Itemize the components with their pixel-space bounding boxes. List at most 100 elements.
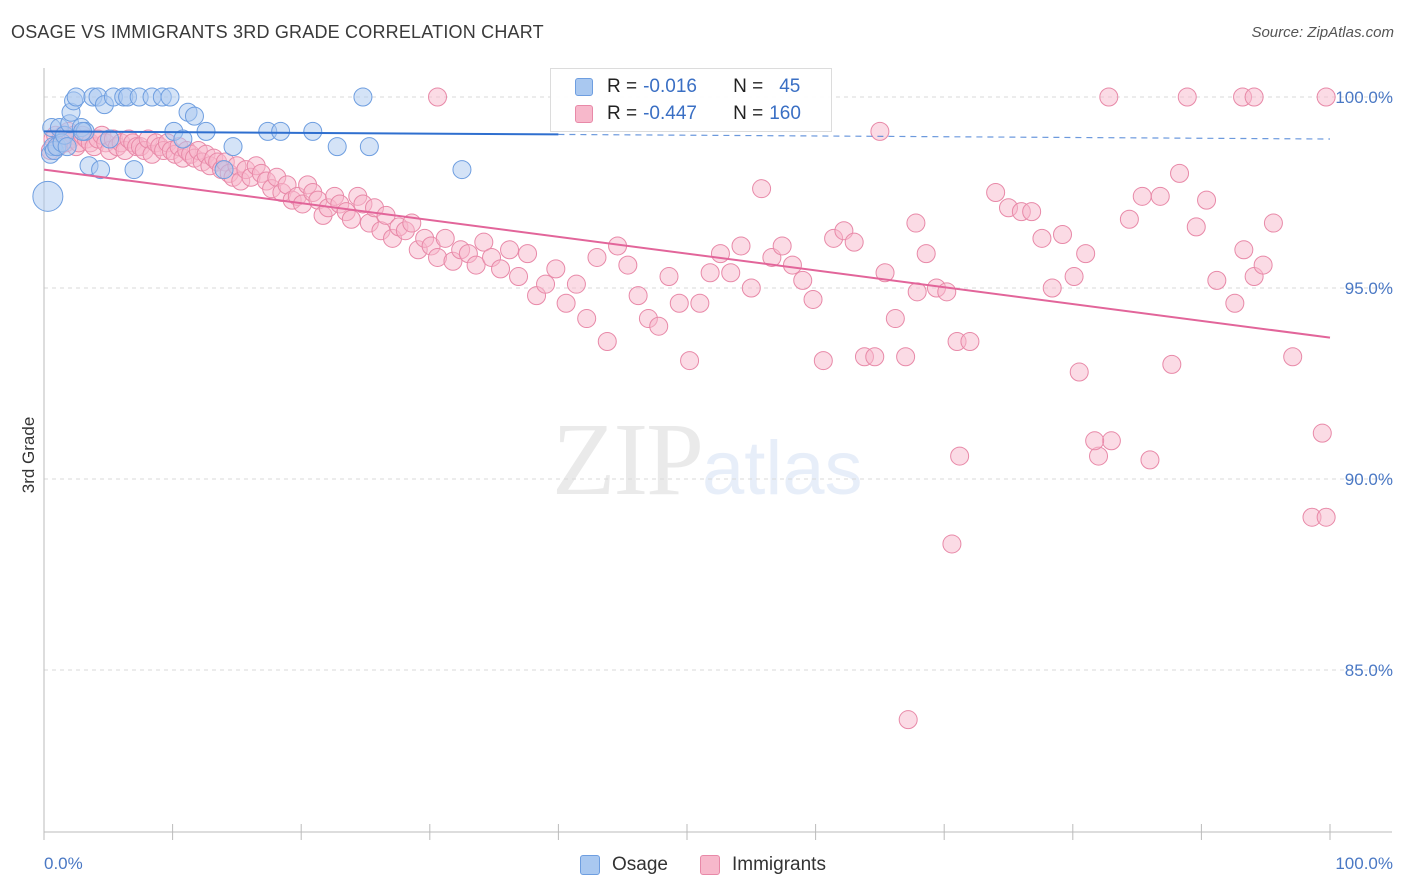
immigrants-point [1076,244,1096,264]
immigrants-point [1022,202,1042,222]
immigrants-point [960,331,980,351]
r-label: R = [607,76,638,97]
y-tick-label: 90.0% [1345,470,1393,489]
immigrants-point [536,274,556,294]
immigrants-point [466,255,486,275]
r-value: -0.016 [643,76,697,97]
osage-point [452,160,472,180]
immigrants-point [1099,87,1119,107]
osage-legend-swatch [580,855,601,875]
legend-item-osage[interactable]: Osage [580,854,668,876]
immigrants-point [618,255,638,275]
osage-point [173,129,193,149]
osage-point [91,160,111,180]
immigrants-point [1053,225,1073,245]
immigrants-points [40,87,1336,730]
immigrants-point [659,267,679,287]
immigrants-point [731,236,751,256]
immigrants-point [942,534,962,554]
immigrants-point [628,286,648,306]
immigrants-point [1225,293,1245,313]
immigrants-point [1234,240,1254,260]
immigrants-point [1032,228,1052,248]
immigrants-point [916,244,936,264]
immigrants-point [1312,423,1332,443]
immigrants-point [1186,217,1206,237]
immigrants-point [491,259,511,279]
chart-title: OSAGE VS IMMIGRANTS 3RD GRADE CORRELATIO… [11,22,544,42]
legend-row-immigrants: R = -0.447 N = 160 [575,101,801,127]
immigrants-point [669,293,689,313]
y-tick-label: 95.0% [1345,279,1393,298]
x-tick-label: 0.0% [44,854,83,873]
osage-point [184,106,204,126]
legend-row-osage: R = -0.016 N = 45 [575,74,800,100]
immigrants-point [1170,163,1190,183]
r-label: R = [607,103,638,124]
trend-lines [43,130,1331,339]
immigrants-point [435,228,455,248]
watermark-zip: ZIP [552,402,704,517]
immigrants-point [1207,270,1227,290]
immigrants-trend-line [43,168,1331,339]
immigrants-legend-label: Immigrants [732,854,826,875]
n-value: 160 [769,103,801,124]
immigrants-point [474,232,494,252]
correlation-legend: R = -0.016 N = 45 R = -0.447 N = 160 [550,68,832,132]
osage-point [214,160,234,180]
immigrants-point [566,274,586,294]
legend-item-immigrants[interactable]: Immigrants [700,854,826,876]
osage-swatch [575,78,593,96]
immigrants-point [428,87,448,107]
watermark-atlas: atlas [702,426,863,511]
osage-point [303,121,323,141]
immigrants-point [556,293,576,313]
immigrants-point [865,347,885,367]
immigrants-point [898,710,918,730]
immigrants-point [1316,507,1336,527]
n-label: N = [733,76,764,97]
immigrants-point [1283,347,1303,367]
immigrants-point [577,309,597,329]
immigrants-point [870,121,890,141]
n-label: N = [733,103,764,124]
immigrants-point [741,278,761,298]
zipatlas-watermark: ZIPatlas [552,400,863,519]
tick-labels: 100.0% 95.0% 90.0% 85.0% 0.0% 100.0% [44,88,1393,873]
osage-trend-line [43,130,559,136]
immigrants-point [1177,87,1197,107]
immigrants-point [1162,354,1182,374]
chart-source: Source: ZipAtlas.com [1251,24,1394,41]
immigrants-point [793,270,813,290]
osage-point [160,87,180,107]
immigrants-point [1119,209,1139,229]
osage-point [353,87,373,107]
immigrants-point [813,351,833,371]
n-value: 45 [779,76,801,97]
immigrants-point [500,240,520,260]
immigrants-point [597,331,617,351]
immigrants-point [1244,87,1264,107]
immigrants-point [680,351,700,371]
immigrants-point [1085,431,1105,451]
immigrants-point [752,179,772,199]
immigrants-point [875,263,895,283]
immigrants-point [1197,190,1217,210]
r-value: -0.447 [643,103,697,124]
osage-points [32,87,472,212]
osage-point [223,137,243,157]
immigrants-point [341,209,361,229]
immigrants-point [587,247,607,267]
osage-point [124,160,144,180]
immigrants-point [1042,278,1062,298]
immigrants-point [1253,255,1273,275]
immigrants-legend-swatch [700,855,720,875]
immigrants-point [690,293,710,313]
immigrants-point [906,213,926,233]
immigrants-point [782,255,802,275]
series-legend: Osage Immigrants [0,850,1406,880]
immigrants-point [885,309,905,329]
osage-point [271,121,291,141]
immigrants-point [986,183,1006,202]
